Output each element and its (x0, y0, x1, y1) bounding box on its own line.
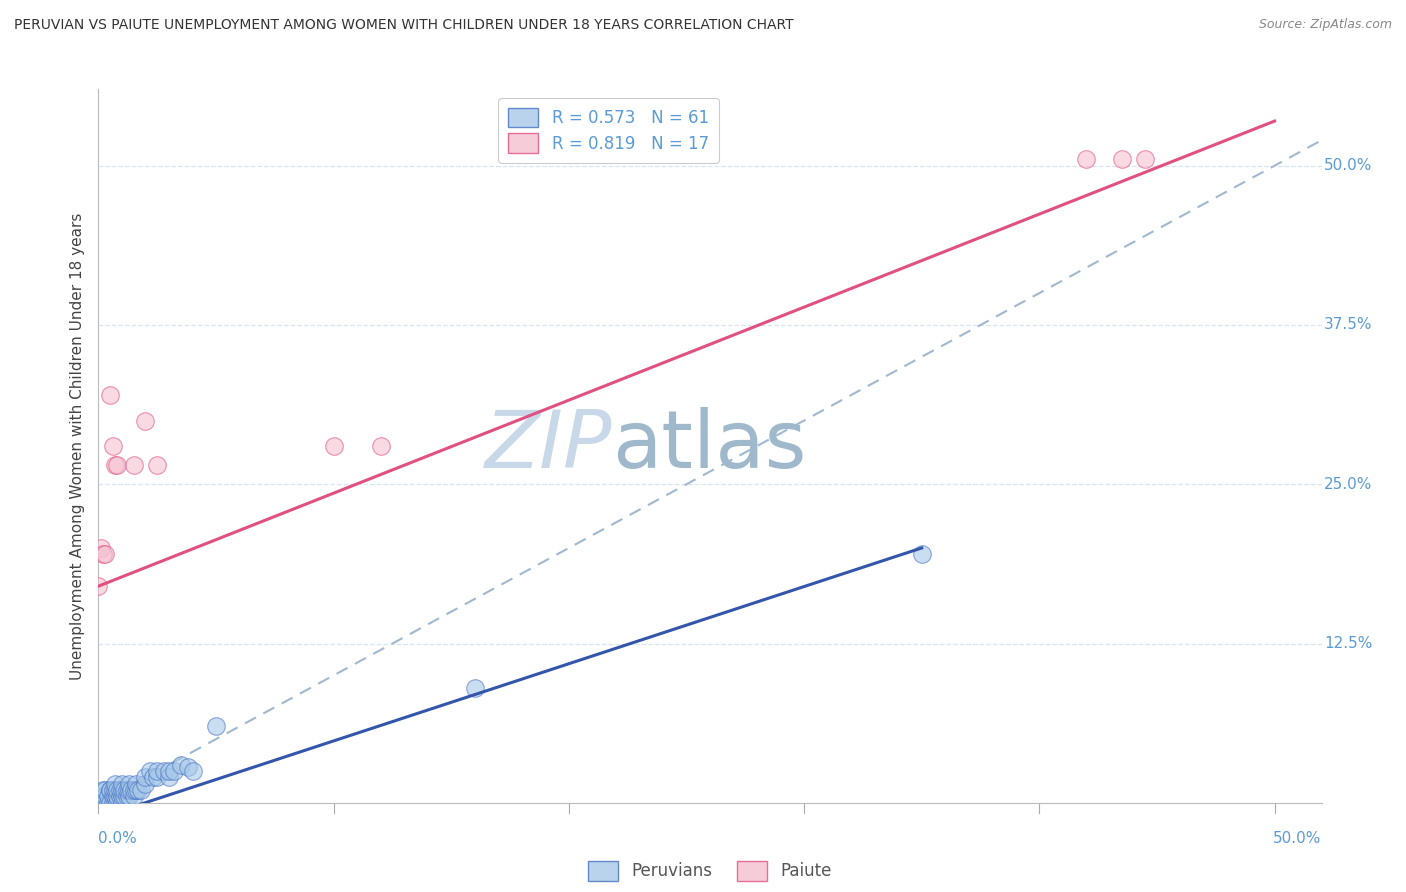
Text: Source: ZipAtlas.com: Source: ZipAtlas.com (1258, 18, 1392, 31)
Point (91, 796, 114, 810)
Point (127, 783, 149, 797)
Point (87, 796, 110, 810)
Point (134, 777, 156, 791)
Point (911, 547, 934, 561)
Point (104, 458, 127, 472)
Point (205, 719, 228, 733)
Point (87, 579, 110, 593)
Text: 0.0%: 0.0% (98, 831, 138, 847)
Point (134, 770, 156, 784)
Point (125, 783, 148, 797)
Point (94, 796, 117, 810)
Text: 12.5%: 12.5% (1324, 636, 1372, 651)
Point (170, 757, 193, 772)
Point (97, 796, 120, 810)
Point (181, 764, 204, 778)
Point (104, 777, 127, 791)
Point (111, 796, 134, 810)
Point (112, 789, 135, 804)
Point (105, 783, 128, 797)
Point (98, 783, 121, 797)
Point (122, 458, 145, 472)
Point (91, 783, 114, 797)
Point (153, 764, 176, 778)
Point (120, 783, 142, 797)
Point (146, 770, 169, 784)
Text: 50.0%: 50.0% (1324, 158, 1372, 173)
Point (139, 764, 162, 778)
Point (157, 770, 180, 784)
Text: 37.5%: 37.5% (1324, 318, 1372, 333)
Point (146, 764, 169, 778)
Point (370, 439, 392, 453)
Point (177, 760, 200, 774)
Point (94, 547, 117, 561)
Point (118, 777, 141, 791)
Point (98, 783, 121, 797)
Point (118, 783, 141, 797)
Text: atlas: atlas (612, 407, 807, 485)
Point (122, 789, 145, 804)
Point (115, 789, 138, 804)
Point (464, 681, 486, 695)
Point (90, 789, 112, 804)
Point (105, 789, 128, 804)
Text: 50.0%: 50.0% (1274, 831, 1322, 847)
Point (101, 796, 124, 810)
Point (98, 388, 121, 402)
Point (98, 796, 121, 810)
Point (101, 783, 124, 797)
Point (122, 783, 145, 797)
Legend: Peruvians, Paiute: Peruvians, Paiute (581, 855, 839, 888)
Point (90, 796, 112, 810)
Point (90, 796, 112, 810)
Point (1111, 153, 1133, 167)
Point (157, 764, 180, 778)
Point (134, 413, 156, 427)
Point (108, 783, 131, 797)
Point (105, 796, 128, 810)
Point (105, 458, 128, 472)
Point (101, 789, 124, 804)
Point (104, 796, 127, 810)
Point (141, 770, 163, 784)
Y-axis label: Unemployment Among Women with Children Under 18 years: Unemployment Among Women with Children U… (69, 212, 84, 680)
Point (101, 439, 124, 453)
Point (91, 547, 114, 561)
Point (94, 789, 117, 804)
Point (111, 789, 134, 804)
Point (111, 777, 134, 791)
Point (90, 541, 112, 555)
Point (322, 439, 344, 453)
Point (146, 458, 169, 472)
Point (104, 789, 127, 804)
Point (108, 789, 131, 804)
Point (163, 764, 186, 778)
Point (112, 783, 135, 797)
Point (87, 796, 110, 810)
Point (118, 789, 141, 804)
Point (1076, 153, 1098, 167)
Point (111, 783, 134, 797)
Point (115, 783, 138, 797)
Text: ZIP: ZIP (485, 407, 612, 485)
Text: 25.0%: 25.0% (1324, 476, 1372, 491)
Point (94, 783, 117, 797)
Point (129, 783, 152, 797)
Point (104, 783, 127, 797)
Point (125, 777, 148, 791)
Point (97, 789, 120, 804)
Point (1135, 153, 1157, 167)
Text: PERUVIAN VS PAIUTE UNEMPLOYMENT AMONG WOMEN WITH CHILDREN UNDER 18 YEARS CORRELA: PERUVIAN VS PAIUTE UNEMPLOYMENT AMONG WO… (14, 18, 793, 32)
